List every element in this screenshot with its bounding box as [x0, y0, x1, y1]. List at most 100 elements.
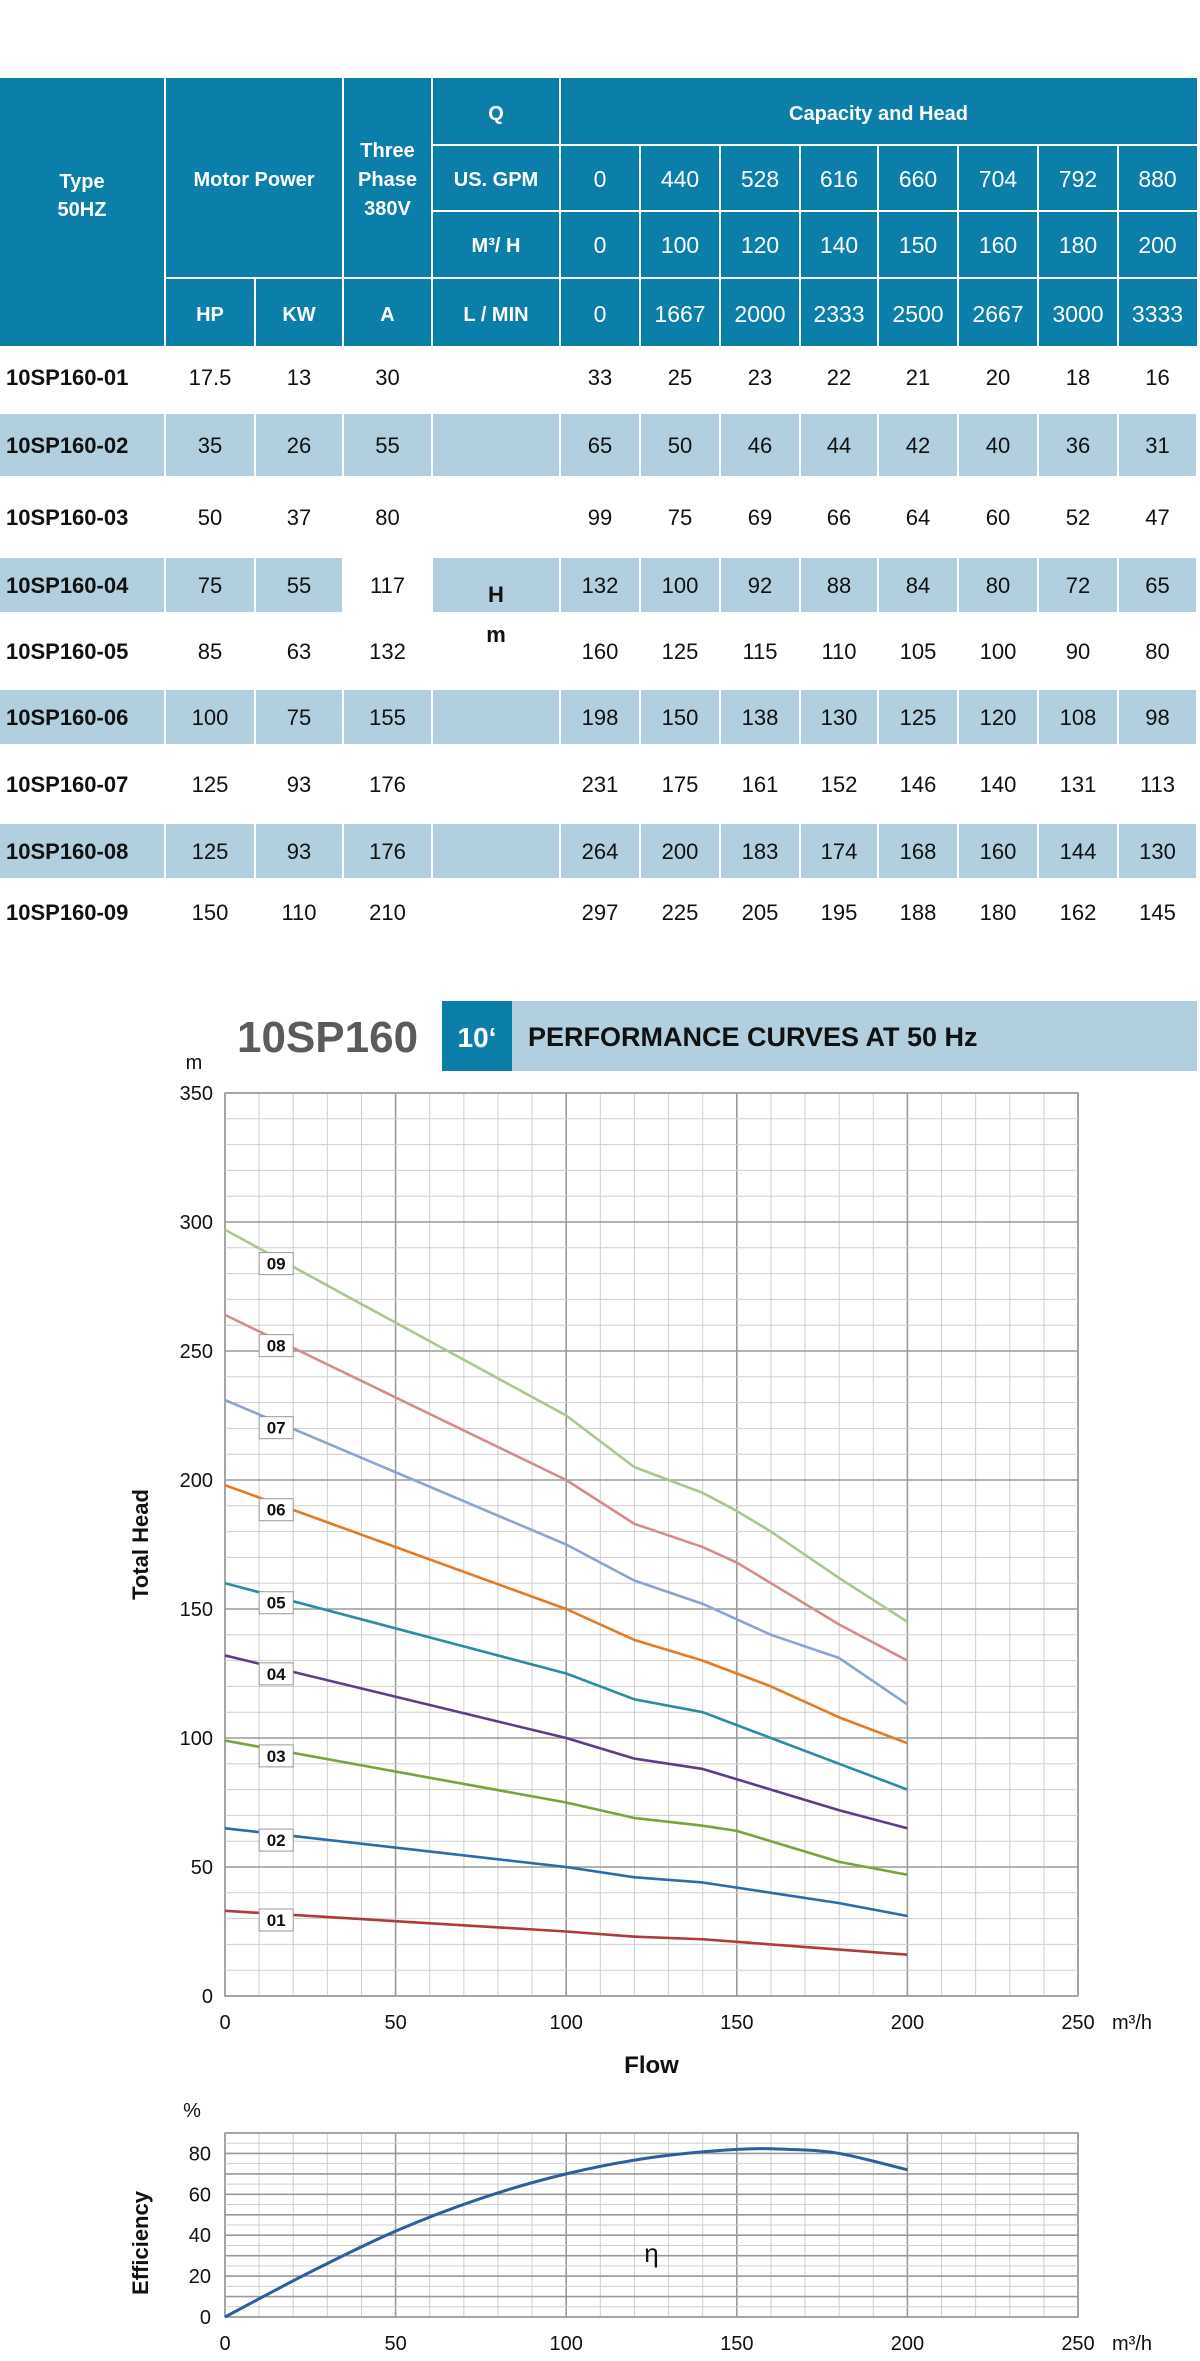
- m3h-value: 150: [899, 232, 937, 258]
- row-head-value: 40: [986, 433, 1010, 458]
- lmin-value: 3000: [1052, 301, 1103, 327]
- row-hp: 125: [192, 772, 229, 797]
- row-model: 10SP160-05: [6, 639, 128, 664]
- row-head-value: 52: [1066, 505, 1090, 530]
- series-label-box: [258, 1334, 294, 1358]
- row-head-value: 65: [588, 433, 612, 458]
- row-head-value: 175: [662, 772, 699, 797]
- row-a: 55: [375, 433, 399, 458]
- x-axis-title: Flow: [624, 2052, 679, 2079]
- row-head-value: 180: [980, 900, 1017, 925]
- row-model: 10SP160-04: [6, 573, 129, 598]
- y-tick-label: 0: [200, 2307, 211, 2329]
- series-label-box: [258, 1744, 294, 1768]
- lmin-value: 2333: [813, 301, 864, 327]
- row-shade: [801, 690, 877, 744]
- x-tick-label: 250: [1061, 2012, 1094, 2034]
- row-model: 10SP160-03: [6, 505, 128, 530]
- row-shade: [1039, 414, 1117, 476]
- head-symbol: H: [488, 582, 504, 607]
- row-shade: [561, 824, 639, 878]
- row-a: 117: [370, 573, 405, 598]
- efficiency-chart: 0 50 100 150 200 250 0 20 40 60 80 m³/h% Efficiency η: [128, 2100, 1152, 2355]
- row-shade: [1119, 824, 1196, 878]
- m3h-value: 0: [594, 232, 607, 258]
- row-head-value: 130: [821, 705, 858, 730]
- row-head-value: 200: [662, 839, 699, 864]
- row-head-value: 100: [662, 573, 699, 598]
- row-head-value: 99: [588, 505, 612, 530]
- row-head-value: 195: [821, 900, 858, 925]
- efficiency-symbol: η: [644, 2238, 658, 2268]
- row-shade: [959, 824, 1037, 878]
- gpm-value: 528: [741, 166, 779, 192]
- m3h-value: 160: [979, 232, 1017, 258]
- row-head-value: 231: [582, 772, 619, 797]
- row-head-value: 33: [588, 365, 612, 390]
- row-head-value: 90: [1066, 639, 1090, 664]
- series-label-box: [258, 1416, 294, 1440]
- row-head-value: 113: [1140, 772, 1175, 797]
- series-label-box: [258, 1662, 294, 1686]
- row-head-value: 75: [668, 505, 692, 530]
- size-badge: [442, 1001, 512, 1071]
- row-hp: 125: [192, 839, 229, 864]
- row-model: 10SP160-01: [6, 365, 128, 390]
- x-unit: m³/h: [1112, 2333, 1152, 2355]
- series-label-06: 06: [267, 1501, 286, 1520]
- lmin-value: 1667: [654, 301, 705, 327]
- row-head-value: 264: [582, 839, 619, 864]
- row-hp: 100: [192, 705, 229, 730]
- row-shade: [166, 690, 254, 744]
- y-tick-label: 350: [180, 1083, 213, 1105]
- x-tick-label: 250: [1061, 2333, 1094, 2355]
- row-shade: [433, 690, 559, 744]
- series-line-01: [224, 1909, 908, 1957]
- x-unit: m³/h: [1112, 2012, 1152, 2034]
- row-head-value: 120: [980, 705, 1017, 730]
- y-tick-label: 250: [180, 1341, 213, 1363]
- header-m3h: M³/ H: [472, 235, 521, 257]
- row-shade: [1119, 558, 1196, 612]
- series-label-02: 02: [267, 1831, 286, 1850]
- row-shade: [959, 414, 1037, 476]
- row-head-value: 131: [1060, 772, 1097, 797]
- series-label-04: 04: [267, 1665, 286, 1684]
- x-tick-label: 50: [384, 2333, 406, 2355]
- row-a: 210: [369, 900, 406, 925]
- row-head-value: 198: [582, 705, 619, 730]
- x-tick-label: 100: [550, 2012, 583, 2034]
- gpm-value: 0: [594, 166, 607, 192]
- y-axis-title: Total Head: [128, 1489, 153, 1600]
- row-shade: [879, 690, 957, 744]
- row-shade: [721, 690, 799, 744]
- y-unit: %: [183, 2100, 201, 2122]
- row-a: 132: [369, 639, 406, 664]
- row-shade: [433, 824, 559, 878]
- row-shade: [1119, 414, 1196, 476]
- y-tick-label: 0: [202, 1986, 213, 2008]
- row-a: 176: [369, 772, 406, 797]
- header-kw: KW: [282, 304, 315, 326]
- row-shade: [801, 558, 877, 612]
- gpm-value: 880: [1138, 166, 1176, 192]
- row-kw: 37: [287, 505, 311, 530]
- title-bar: [512, 1001, 1197, 1071]
- row-head-value: 132: [582, 573, 619, 598]
- row-head-value: 88: [827, 573, 851, 598]
- lmin-value: 2000: [734, 301, 785, 327]
- series-label-box: [258, 1828, 294, 1852]
- row-head-value: 138: [742, 705, 779, 730]
- row-head-value: 160: [980, 839, 1017, 864]
- x-tick-label: 150: [720, 2012, 753, 2034]
- row-shade: [433, 558, 559, 612]
- row-shade: [0, 690, 164, 744]
- row-a: 30: [375, 365, 399, 390]
- row-kw: 110: [281, 900, 316, 925]
- row-head-value: 84: [906, 573, 930, 598]
- row-a: 80: [375, 505, 399, 530]
- row-head-value: 100: [980, 639, 1017, 664]
- gpm-value: 704: [979, 166, 1018, 192]
- row-head-value: 92: [748, 573, 772, 598]
